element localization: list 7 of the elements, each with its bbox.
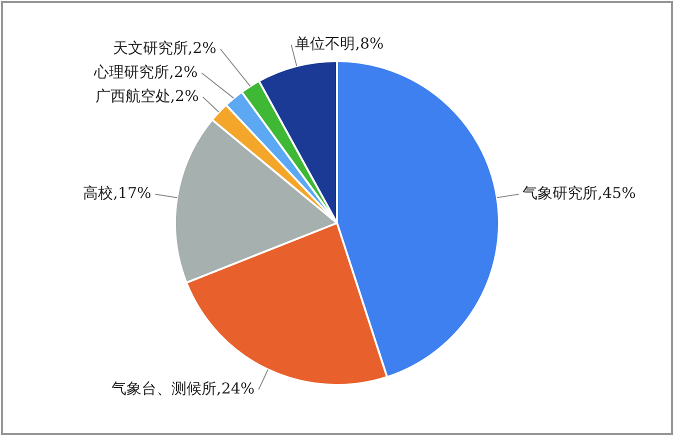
slice-label: 高校,17% <box>83 184 152 202</box>
slice-label: 广西航空处,2% <box>95 86 199 105</box>
slice-label: 单位不明,8% <box>295 34 384 53</box>
slice-label: 心理研究所,2% <box>93 62 198 81</box>
slice-label: 气象台、测候所,24% <box>112 379 255 398</box>
slice-label: 气象研究所,45% <box>522 184 636 202</box>
slice-label: 天文研究所,2% <box>112 38 216 57</box>
